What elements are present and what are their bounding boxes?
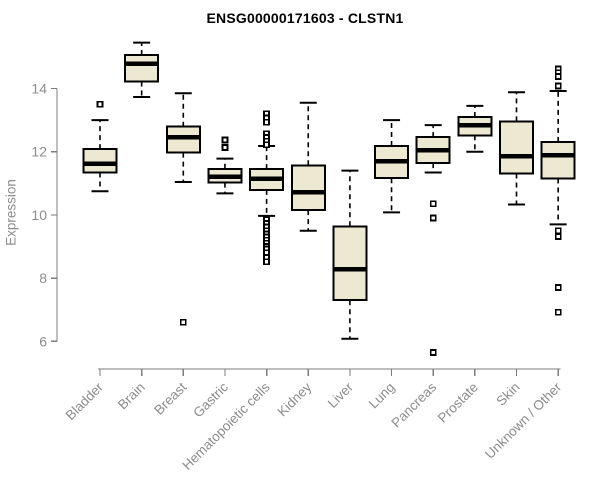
outlier-point: [554, 284, 562, 291]
outlier-point: [554, 227, 562, 235]
outlier-point: [221, 136, 229, 144]
boxplot-brain: [124, 41, 160, 99]
x-tick-label-kidney: Kidney: [275, 379, 315, 419]
boxplot-breast: [165, 92, 201, 326]
outlier-point: [263, 258, 271, 266]
iqr-box: [290, 164, 326, 212]
x-tick-label-bladder: Bladder: [63, 379, 107, 423]
iqr-box: [82, 148, 118, 174]
y-tick-label: 12: [31, 144, 47, 160]
x-tick-label-pancreas: Pancreas: [388, 379, 439, 430]
y-tick-label: 14: [31, 81, 47, 97]
outlier-point: [429, 214, 437, 222]
boxplot-kidney: [290, 101, 326, 232]
x-tick-label-lung: Lung: [366, 380, 398, 412]
outlier-point: [429, 200, 437, 208]
outlier-point: [221, 144, 229, 151]
x-tick-label-liver: Liver: [325, 379, 357, 411]
boxplot-unknown-other: [540, 65, 576, 316]
iqr-box: [124, 54, 160, 83]
boxplot-hematopoietic-cells: [249, 110, 285, 266]
boxplot-pancreas: [415, 124, 451, 356]
iqr-box: [540, 140, 576, 180]
outlier-point: [554, 73, 562, 80]
boxplot-lung: [374, 119, 410, 214]
outlier-point: [263, 141, 271, 149]
outlier-point: [179, 318, 187, 326]
outlier-point: [554, 232, 562, 240]
x-tick-label-breast: Breast: [151, 379, 189, 417]
chart-title: ENSG00000171603 - CLSTN1: [206, 10, 404, 26]
outlier-point: [429, 348, 437, 356]
y-tick-label: 10: [31, 207, 47, 223]
x-tick-label-brain: Brain: [115, 380, 148, 413]
x-tick-label-gastric: Gastric: [190, 379, 231, 420]
boxplot-bladder: [82, 100, 118, 193]
outlier-point: [263, 118, 271, 126]
iqr-box: [332, 225, 368, 302]
x-tick-label-skin: Skin: [493, 380, 522, 409]
boxplot-gastric: [207, 136, 243, 195]
iqr-box: [165, 125, 201, 154]
boxplot-skin: [499, 91, 534, 206]
y-tick-label: 6: [39, 333, 47, 349]
outlier-point: [554, 308, 562, 316]
x-tick-label-prostate: Prostate: [435, 380, 481, 426]
y-tick-label: 8: [39, 270, 47, 286]
boxplot-liver: [332, 169, 368, 340]
outlier-point: [96, 100, 104, 108]
x-tick-label-unknown-other: Unknown / Other: [482, 379, 565, 462]
outlier-point: [554, 82, 562, 90]
boxplot-prostate: [457, 104, 493, 153]
iqr-box: [499, 120, 534, 175]
